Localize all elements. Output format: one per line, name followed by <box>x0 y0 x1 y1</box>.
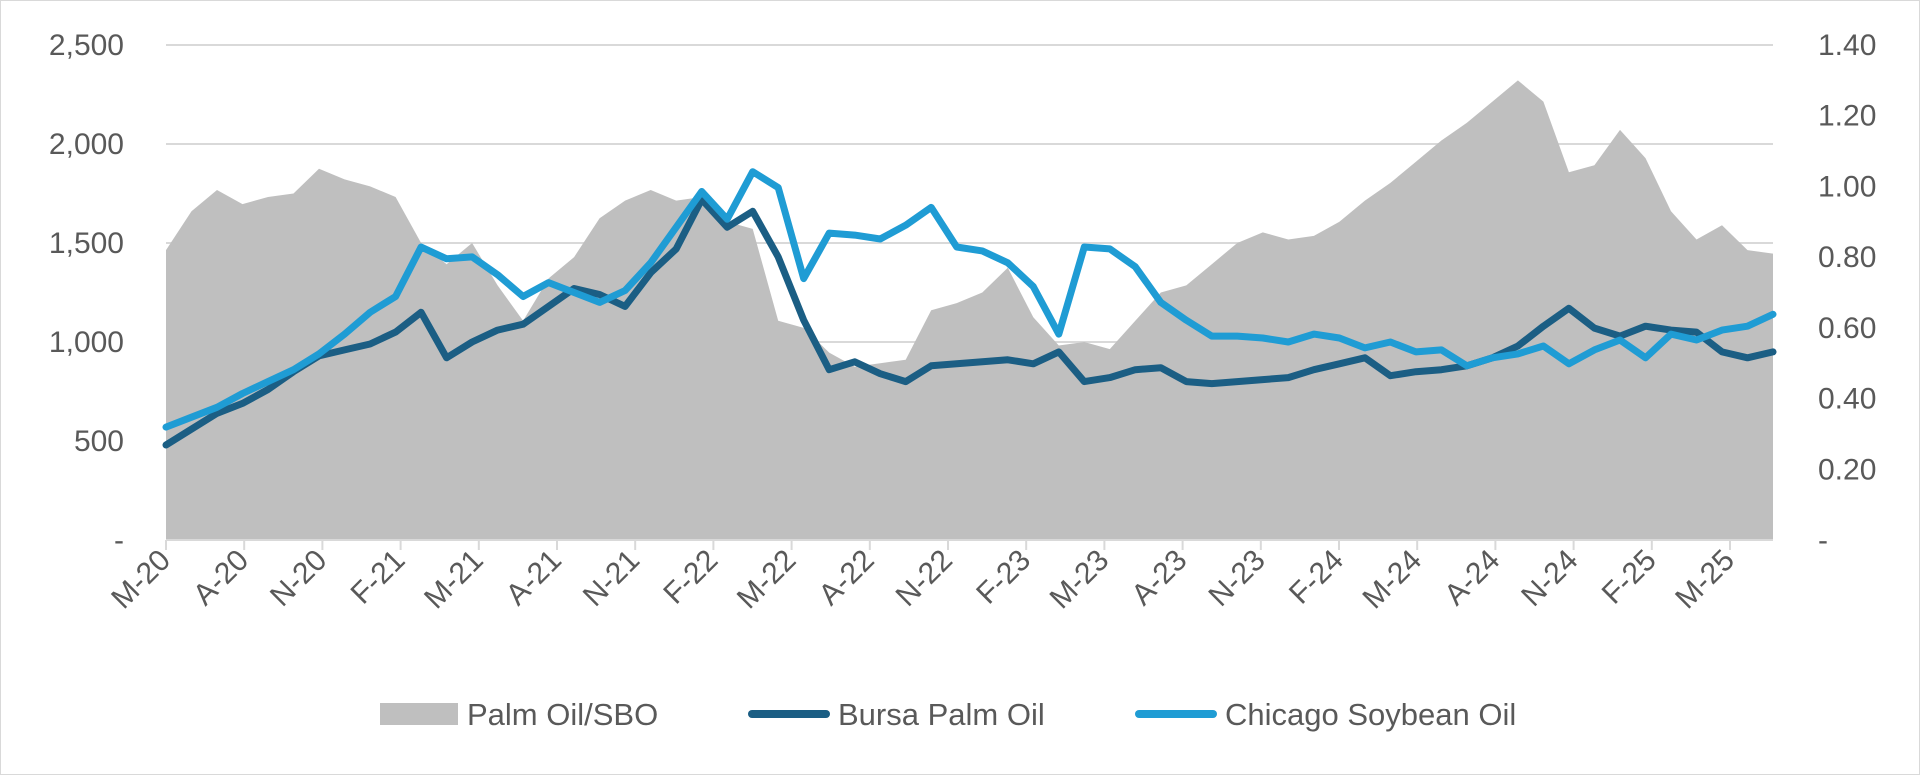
x-tick-label: F-23 <box>970 544 1037 611</box>
x-tick-label: M-22 <box>731 544 803 616</box>
legend-item-chicago-soybean-oil: Chicago Soybean Oil <box>1135 697 1516 732</box>
legend-item-palm-oil-sbo: Palm Oil/SBO <box>380 697 658 732</box>
x-tick-label: F-21 <box>345 544 412 611</box>
y-left-tick-label: - <box>114 524 124 557</box>
legend-swatch <box>380 703 458 725</box>
y-right-tick-label: 1.20 <box>1818 100 1876 133</box>
y-right-tick-label: 1.40 <box>1818 29 1876 62</box>
legend-label: Bursa Palm Oil <box>838 697 1045 732</box>
y-left-tick-label: 2,000 <box>49 128 124 161</box>
legend: Palm Oil/SBO Bursa Palm Oil Chicago Soybea… <box>380 697 1516 732</box>
x-tick-label: N-22 <box>890 544 959 613</box>
y-right-tick-label: 0.60 <box>1818 312 1876 345</box>
x-tick-label: M-23 <box>1044 544 1116 616</box>
y-left-tick-label: 1,500 <box>49 227 124 260</box>
x-tick-label: A-21 <box>500 544 568 612</box>
legend-item-bursa-palm-oil: Bursa Palm Oil <box>748 697 1045 732</box>
series-line-chicago-soybean-oil <box>162 168 1777 431</box>
x-tick-label: N-24 <box>1515 544 1584 613</box>
x-tick-label: M-21 <box>418 544 490 616</box>
series-line-bursa-palm-oil <box>162 195 1777 449</box>
y-left-tick-label: 1,000 <box>49 326 124 359</box>
y-right-tick-label: 1.00 <box>1818 170 1876 203</box>
x-tick-label: A-24 <box>1438 544 1506 612</box>
y-axis-right: - 0.20 0.40 0.60 0.80 1.00 1.20 1.40 <box>1818 29 1876 557</box>
x-tick-label: A-23 <box>1125 544 1193 612</box>
series-area-palm-oil-sbo <box>166 80 1773 541</box>
y-right-tick-label: 0.80 <box>1818 241 1876 274</box>
x-axis: M-20 A-20 N-20 F-21 M-21 A-21 N-21 F-22 M-22 A-22… <box>105 539 1773 616</box>
x-tick-label: F-24 <box>1283 544 1350 611</box>
x-tick-label: N-23 <box>1202 544 1271 613</box>
y-left-tick-label: 2,500 <box>49 29 124 62</box>
price-lines-layer <box>162 168 1777 449</box>
y-right-tick-label: 0.20 <box>1818 453 1876 486</box>
x-tick-label: N-21 <box>577 544 646 613</box>
legend-label: Palm Oil/SBO <box>467 697 658 732</box>
y-right-tick-label: - <box>1818 524 1828 557</box>
x-tick-label: M-24 <box>1356 544 1428 616</box>
y-axis-left: - 500 1,000 1,500 2,000 2,500 <box>49 29 124 557</box>
y-left-tick-label: 500 <box>74 425 124 458</box>
x-tick-label: M-25 <box>1669 544 1741 616</box>
x-tick-label: A-20 <box>187 544 255 612</box>
x-tick-label: F-22 <box>657 544 724 611</box>
x-tick-label: A-22 <box>813 544 881 612</box>
x-tick-label: N-20 <box>264 544 333 613</box>
x-tick-label: F-25 <box>1596 544 1663 611</box>
legend-label: Chicago Soybean Oil <box>1225 697 1516 732</box>
palm-oil-sbo-area-layer <box>166 80 1773 541</box>
y-right-tick-label: 0.40 <box>1818 383 1876 416</box>
